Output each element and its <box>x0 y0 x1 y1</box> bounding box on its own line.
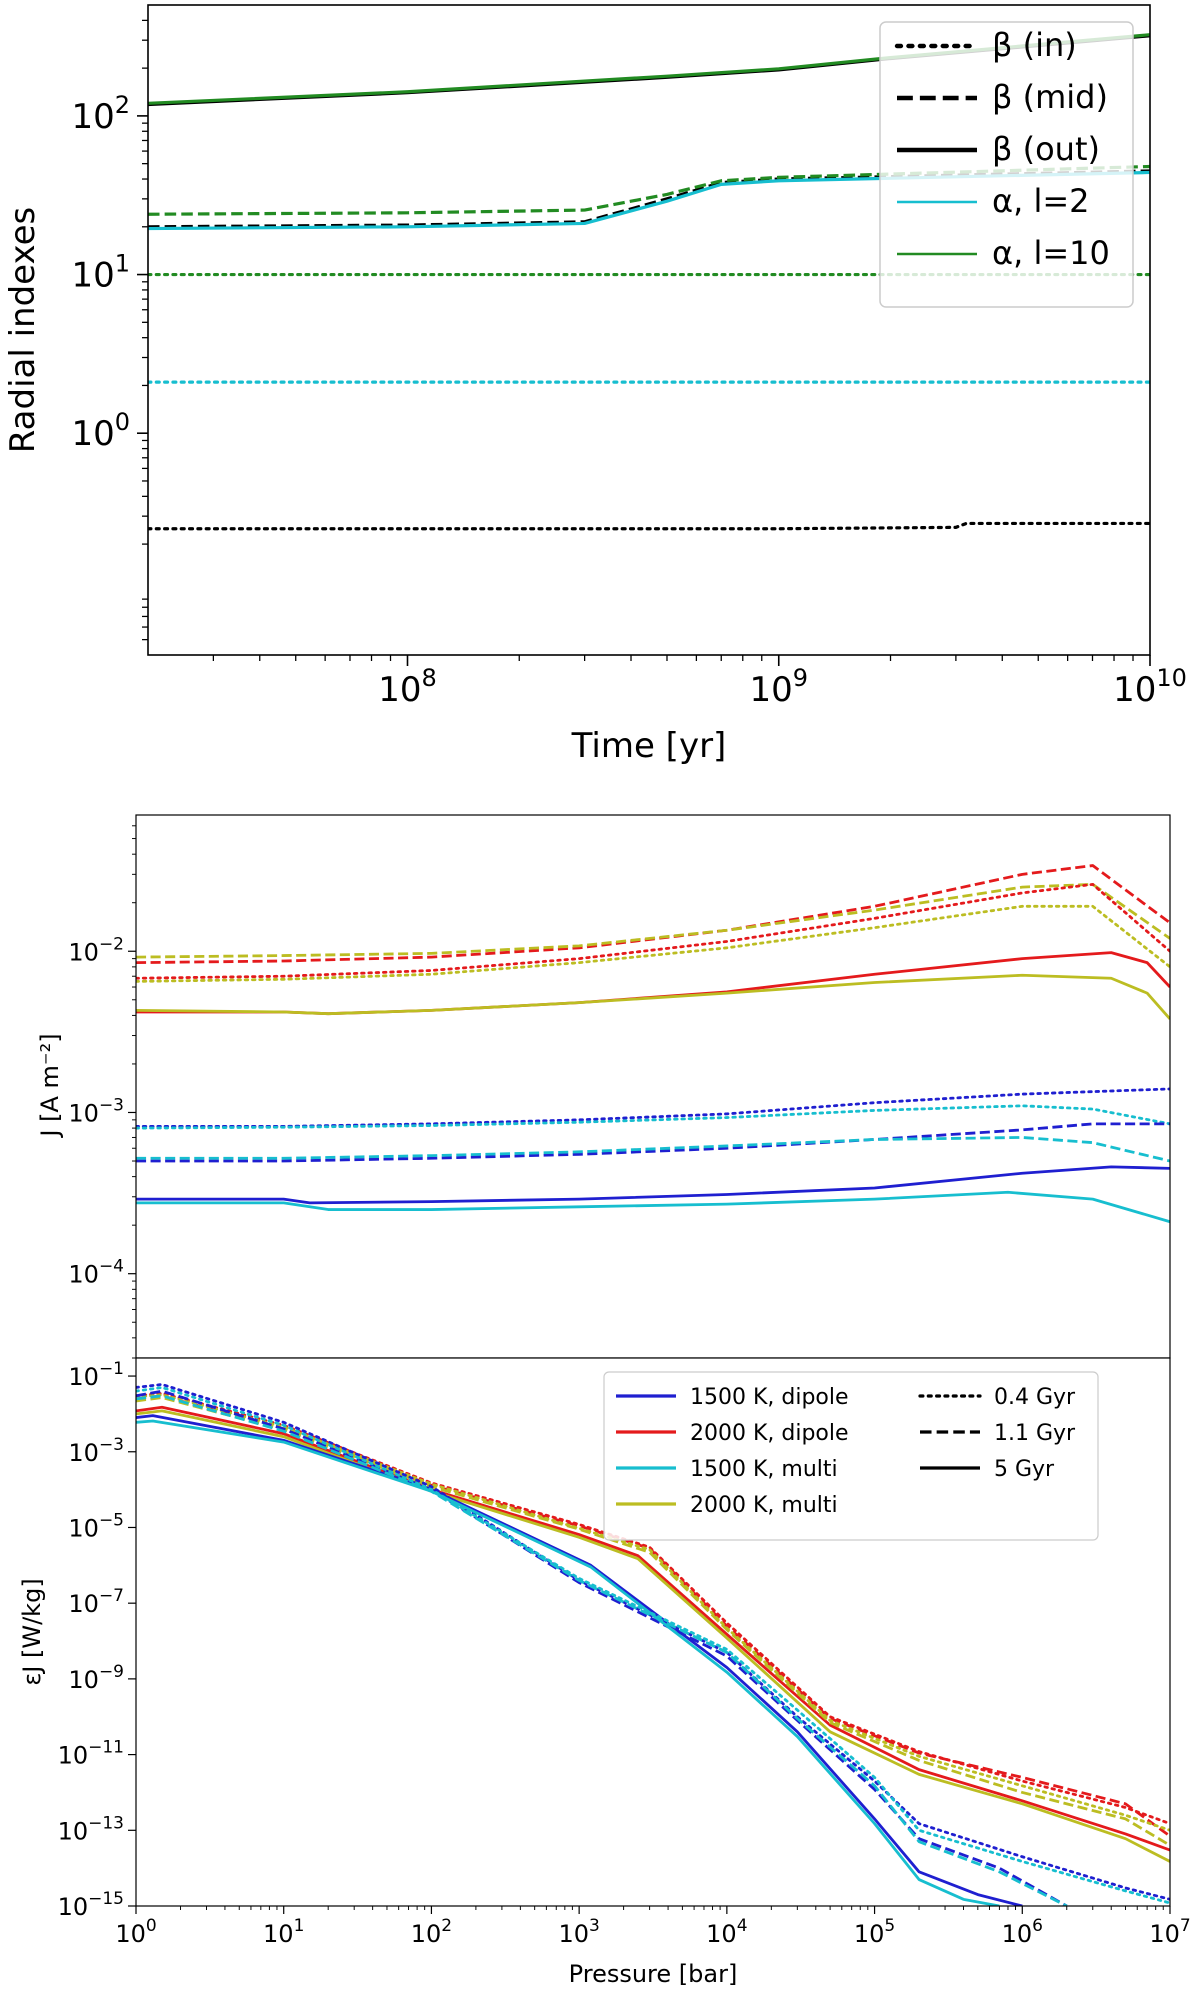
heating-legend-label: 2000 K, multi <box>690 1493 838 1518</box>
heating-legend: 1500 K, dipole 2000 K, dipole 1500 K, mult… <box>603 1371 1099 1541</box>
current-series-1500-k-multi-1-1-gyr <box>136 1136 1170 1163</box>
radial-legend: β (in) β (mid) β (out) α, l=2 α, l=10 <box>879 21 1134 308</box>
heating-xtick-label: 101 <box>263 1916 304 1948</box>
heating-xtick-label: 100 <box>115 1916 156 1948</box>
radial-legend-label: β (in) <box>992 26 1077 64</box>
current-series-group <box>136 864 1170 1224</box>
heating-xtick-label: 105 <box>854 1916 895 1948</box>
heating-legend-label: 1500 K, dipole <box>690 1385 849 1410</box>
heating-ytick-label: 10−3 <box>68 1435 124 1467</box>
radial-frame <box>147 4 1151 656</box>
radial-ytick-label: 102 <box>71 91 130 137</box>
heating-series-1500-k-multi-0-4-gyr <box>136 1386 1170 1905</box>
heating-series-2000-k-multi-5-gyr <box>136 1409 1170 1863</box>
heating-series-2000-k-dipole-5-gyr <box>136 1405 1170 1852</box>
radial-series-l-10-mid <box>148 164 1150 216</box>
heating-ytick-label: 10−1 <box>68 1359 124 1391</box>
heating-series-group <box>136 1383 1170 1906</box>
current-series-1500-k-dipole-1-1-gyr <box>136 1122 1170 1163</box>
heating-ytick-label: 10−9 <box>68 1662 124 1694</box>
heating-legend-label: 2000 K, dipole <box>690 1421 849 1446</box>
radial-series-l-2-mid <box>148 170 1150 231</box>
heating-xtick-label: 102 <box>411 1916 452 1948</box>
heating-legend-label: 1500 K, multi <box>690 1457 838 1482</box>
heating-series-1500-k-dipole-5-gyr <box>136 1414 1023 1906</box>
heating-ylabel: εJ [W/kg] <box>18 1578 46 1685</box>
radial-xtick-label: 109 <box>749 664 808 710</box>
heating-xlabel: Pressure [bar] <box>569 1960 738 1988</box>
current-series-2000-k-multi-5-gyr <box>136 973 1170 1020</box>
heating-ytick-label: 10−15 <box>58 1889 124 1921</box>
radial-ytick-label: 101 <box>71 250 130 296</box>
radial-panel: 108 109 1010 100 101 102 Time [yr] Radial ind… <box>3 4 1187 766</box>
current-ytick-label: 10−3 <box>68 1095 124 1127</box>
radial-ytick-label: 100 <box>71 408 130 454</box>
heating-legend-label: 0.4 Gyr <box>994 1385 1076 1410</box>
current-series-1500-k-multi-5-gyr <box>136 1190 1170 1224</box>
radial-ticks: 108 109 1010 100 101 102 <box>71 19 1187 710</box>
radial-series-mid <box>148 169 1150 229</box>
heating-series-1500-k-dipole-1-1-gyr <box>136 1389 1068 1906</box>
radial-xtick-label: 1010 <box>1113 664 1187 710</box>
current-ytick-label: 10−4 <box>68 1257 124 1289</box>
current-panel: 10−4 10−3 10−2 J [A m⁻²] <box>36 814 1171 1366</box>
heating-ticks: 100 101 102 103 104 105 106 107 10−15 10−13 10−11 1… <box>58 1359 1191 1948</box>
heating-legend-frame <box>603 1371 1099 1541</box>
heating-legend-label: 5 Gyr <box>994 1457 1055 1482</box>
radial-series-in <box>148 521 1150 531</box>
heating-series-1500-k-multi-1-1-gyr <box>136 1394 1068 1906</box>
heating-series-1500-k-dipole-0-4-gyr <box>136 1383 1170 1901</box>
heating-ytick-label: 10−5 <box>68 1510 124 1542</box>
heating-panel: 100 101 102 103 104 105 106 107 10−15 10−13 10−11 1… <box>18 1357 1191 1988</box>
current-series-2000-k-dipole-0-4-gyr <box>136 882 1170 980</box>
radial-xlabel: Time [yr] <box>571 726 727 766</box>
current-series-1500-k-dipole-0-4-gyr <box>136 1087 1170 1128</box>
heating-ytick-label: 10−11 <box>58 1738 124 1770</box>
heating-ytick-label: 10−7 <box>68 1586 124 1618</box>
heating-frame <box>135 1357 1171 1907</box>
heating-xtick-label: 104 <box>706 1916 747 1948</box>
heating-legend-label: 1.1 Gyr <box>994 1421 1076 1446</box>
heating-xtick-label: 107 <box>1149 1916 1190 1948</box>
current-series-1500-k-multi-0-4-gyr <box>136 1104 1170 1130</box>
current-ytick-label: 10−2 <box>68 934 124 966</box>
current-plot-area <box>136 815 1170 1358</box>
heating-xtick-label: 106 <box>1002 1916 1043 1948</box>
radial-legend-frame <box>879 21 1134 308</box>
current-ylabel: J [A m⁻²] <box>36 1033 64 1138</box>
radial-legend-label: β (out) <box>992 130 1100 168</box>
radial-legend-label: α, l=10 <box>992 234 1110 272</box>
heating-ytick-label: 10−13 <box>58 1813 124 1845</box>
radial-ylabel: Radial indexes <box>3 207 43 453</box>
heating-xtick-label: 103 <box>558 1916 599 1948</box>
current-series-2000-k-multi-0-4-gyr <box>136 904 1170 983</box>
radial-legend-label: α, l=2 <box>992 182 1090 220</box>
radial-xtick-label: 108 <box>378 664 437 710</box>
heating-series-1500-k-multi-5-gyr <box>136 1419 1000 1906</box>
current-series-1500-k-dipole-5-gyr <box>136 1165 1170 1205</box>
radial-legend-label: β (mid) <box>992 78 1108 116</box>
radial-series-group <box>148 33 1150 531</box>
current-series-2000-k-multi-1-1-gyr <box>136 882 1170 959</box>
